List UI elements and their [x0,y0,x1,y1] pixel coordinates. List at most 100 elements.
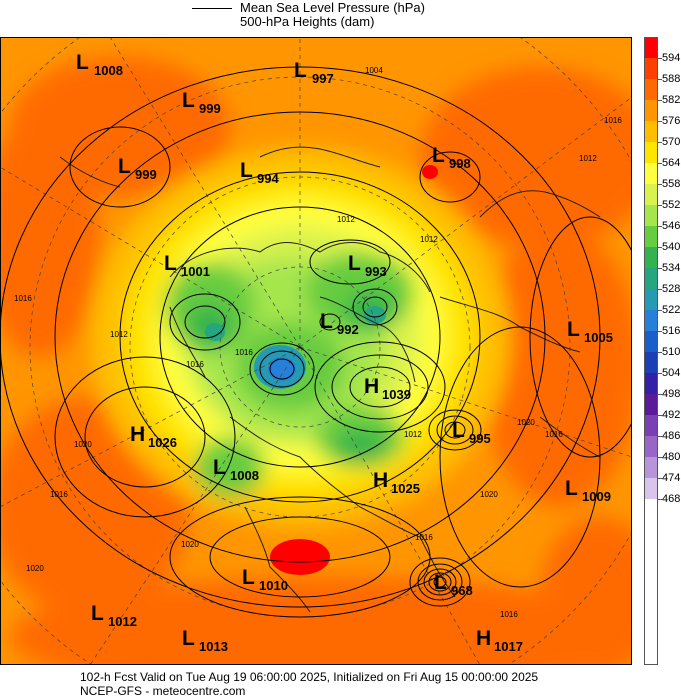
chart-header: Mean Sea Level Pressure (hPa) 500-hPa He… [0,0,681,36]
center-value: 1039 [382,387,411,402]
center-type: L [294,59,307,82]
center-value: 1012 [108,614,137,629]
weather-map: 1004 1016 1012 1012 1012 1016 1016 1012 … [0,37,632,665]
colorbar-swatch [644,247,658,268]
center-type: L [182,89,195,112]
colorbar-swatch [644,226,658,247]
pressure-center: L 999 [182,89,221,116]
pressure-center: L 998 [432,144,471,171]
colorbar-tick [658,415,662,416]
isobar-label: 1012 [337,215,355,224]
center-type: L [565,477,578,500]
colorbar-swatch-lowest [644,499,658,665]
center-type: H [364,375,379,398]
center-value: 999 [135,167,157,182]
isobar-label: 1004 [365,66,383,75]
height-colorbar: 594 588 582 576 570 564 558 552 546 540 534 528 522 5… [644,37,680,665]
colorbar-swatch [644,142,658,163]
isobar-label: 1012 [420,235,438,244]
colorbar-label: 546 [662,220,681,232]
height-shading [0,37,632,665]
center-type: H [373,469,388,492]
isobar-label: 1016 [415,533,433,542]
center-type: L [432,144,445,167]
pressure-center: L 1008 [213,456,259,483]
center-type: L [434,571,447,594]
coastlines [59,146,601,613]
center-value: 995 [469,431,491,446]
colorbar-swatch [644,415,658,436]
colorbar-swatch [644,121,658,142]
isobars [0,66,632,618]
colorbar-tick [658,247,662,248]
pressure-center: L 1009 [565,477,611,504]
isobar-label: 1016 [545,430,563,439]
isobar-label: 1020 [517,418,535,427]
colorbar-label: 558 [662,178,681,190]
isobar-label: 1016 [14,294,32,303]
center-type: L [164,252,177,275]
colorbar-swatch [644,310,658,331]
map-frame [0,37,632,665]
isobar-label: 1016 [604,116,622,125]
center-value: 1013 [199,639,228,654]
colorbar-label: 576 [662,115,681,127]
isobar-label: 1020 [181,540,199,549]
center-value: 968 [451,583,473,598]
colorbar-swatch [644,58,658,79]
colorbar-label: 534 [662,262,681,274]
center-type: L [91,602,104,625]
colorbar-swatch [644,79,658,100]
pressure-center: L 997 [294,59,334,86]
center-type: L [118,155,131,178]
colorbar-tick [658,226,662,227]
colorbar-tick [658,499,662,500]
center-value: 997 [312,71,334,86]
isobar-label: 1020 [480,490,498,499]
colorbar-tick [658,205,662,206]
pressure-center: L 1012 [91,602,137,629]
center-value: 1010 [259,578,288,593]
colorbar-tick [658,331,662,332]
pressure-center: H 1025 [373,469,420,496]
center-type: L [320,310,333,333]
colorbar-swatch [644,268,658,289]
center-value: 993 [365,264,387,279]
colorbar-label: 474 [662,472,681,484]
colorbar-label: 570 [662,136,681,148]
center-value: 994 [257,171,279,186]
center-type: L [182,627,195,650]
colorbar-swatch [644,436,658,457]
center-value: 1008 [94,63,123,78]
pressure-center: H 1026 [130,423,177,450]
colorbar-tick [658,121,662,122]
colorbar-label: 504 [662,367,681,379]
colorbar-label: 588 [662,73,681,85]
colorbar-tick [658,184,662,185]
center-type: L [240,159,253,182]
center-type: H [476,627,491,650]
pressure-center: L 999 [118,155,157,182]
chart-footer: 102-h Fcst Valid on Tue Aug 19 06:00:00 … [0,668,681,700]
pressure-center: L 968 [434,571,473,598]
colorbar-tick [658,457,662,458]
colorbar-swatch [644,37,658,58]
pressure-center: L 1001 [164,252,210,279]
pressure-centers: L 1008 L 997 L 999 L 999 L 994 L 998 L 1001 L 99… [76,51,613,654]
center-value: 999 [199,101,221,116]
center-value: 998 [449,156,471,171]
center-type: L [76,51,89,74]
pressure-center: L 1010 [242,566,288,593]
colorbar-label: 486 [662,430,681,442]
pressure-center: L 993 [348,252,387,279]
colorbar-label: 480 [662,451,681,463]
colorbar-tick [658,310,662,311]
pressure-center: L 1013 [182,627,228,654]
colorbar-tick [658,352,662,353]
center-type: L [213,456,226,479]
center-value: 992 [337,322,359,337]
center-value: 1005 [584,330,613,345]
center-type: L [452,419,465,442]
colorbar-tick [658,100,662,101]
isobar-label: 1016 [186,360,204,369]
